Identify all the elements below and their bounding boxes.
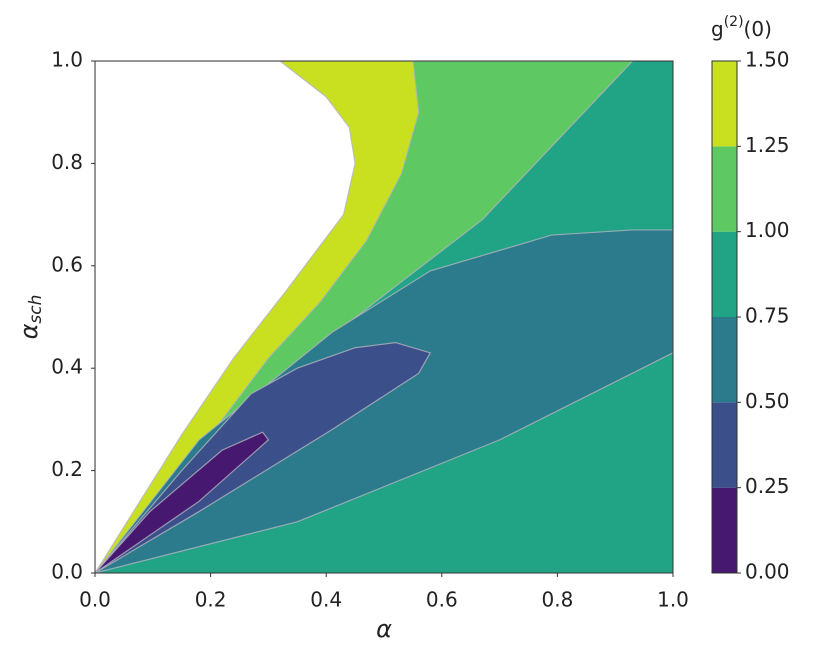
colorbar-band (712, 146, 737, 232)
x-axis-label: α (376, 615, 392, 643)
x-tick-label: 0.8 (541, 588, 573, 612)
plot-frame (94, 60, 674, 574)
y-tick-label: 0.8 (51, 150, 83, 174)
y-tick-label: 1.0 (51, 48, 83, 72)
y-tick-label: 0.4 (51, 355, 83, 379)
colorbar-band (712, 61, 737, 147)
x-tick-label: 0.6 (426, 588, 458, 612)
colorbar-band (712, 402, 737, 488)
contour-area (95, 61, 673, 573)
y-axis-label-main: α (15, 323, 43, 339)
colorbar-label: g(2)(0) (711, 14, 772, 41)
x-tick-label: 1.0 (657, 588, 689, 612)
colorbar-tick-label: 0.25 (745, 474, 790, 498)
colorbar-tick-label: 1.50 (745, 48, 790, 72)
y-axis-label-sub: sch (26, 295, 46, 324)
colorbar-label-tail: (0) (744, 17, 772, 41)
colorbar-tick-label: 1.25 (745, 133, 790, 157)
contour-region (95, 431, 270, 573)
colorbar-tick-label: 0.00 (745, 560, 790, 584)
y-axis-label: αsch (15, 295, 46, 340)
y-tick-label: 0.2 (51, 457, 83, 481)
colorbar-label-sup: (2) (724, 14, 744, 30)
contour-region (95, 61, 356, 573)
x-tick-label: 0.2 (195, 588, 227, 612)
y-tick-label: 0.6 (51, 252, 83, 276)
colorbar-band (712, 231, 737, 317)
colorbar-label-main: g (711, 17, 724, 41)
colorbar-band (712, 487, 737, 573)
colorbar-band (712, 317, 737, 403)
y-tick-label: 0.0 (51, 560, 83, 584)
colorbar-tick-label: 1.00 (745, 218, 790, 242)
colorbar-tick-label: 0.50 (745, 389, 790, 413)
colorbar-tick-label: 0.75 (745, 304, 790, 328)
x-tick-label: 0.0 (79, 588, 111, 612)
x-tick-label: 0.4 (310, 588, 342, 612)
